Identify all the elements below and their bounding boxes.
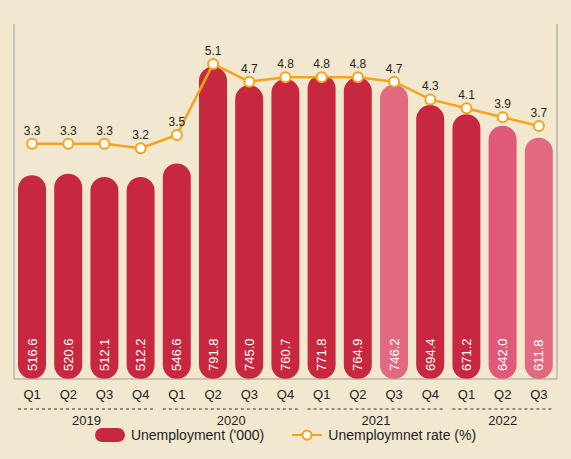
svg-text:Q3: Q3 [530, 387, 547, 402]
svg-text:Q1: Q1 [458, 387, 475, 402]
svg-text:Q3: Q3 [385, 387, 402, 402]
svg-text:642.0: 642.0 [495, 338, 510, 371]
svg-text:516.6: 516.6 [25, 338, 40, 371]
svg-text:5.1: 5.1 [205, 44, 222, 58]
svg-text:Q1: Q1 [23, 387, 40, 402]
html-text:Unemploymnet rate (%): Unemploymnet rate (%) [328, 427, 477, 443]
svg-text:4.1: 4.1 [458, 88, 475, 102]
svg-text:Q2: Q2 [204, 387, 221, 402]
svg-text:Q4: Q4 [422, 387, 439, 402]
svg-text:3.3: 3.3 [96, 124, 113, 138]
svg-text:Q1: Q1 [313, 387, 330, 402]
svg-text:520.6: 520.6 [61, 338, 76, 371]
svg-text:512.1: 512.1 [97, 338, 112, 371]
svg-text:4.3: 4.3 [422, 79, 439, 93]
svg-text:3.3: 3.3 [24, 124, 41, 138]
svg-text:4.8: 4.8 [350, 57, 367, 71]
svg-text:Q2: Q2 [60, 387, 77, 402]
svg-text:4.7: 4.7 [386, 62, 403, 76]
svg-text:3.5: 3.5 [169, 115, 186, 129]
svg-text:Q2: Q2 [494, 387, 511, 402]
svg-text:4.7: 4.7 [241, 62, 258, 76]
svg-text:745.0: 745.0 [242, 338, 257, 371]
svg-text:671.2: 671.2 [459, 338, 474, 371]
svg-text:3.3: 3.3 [60, 124, 77, 138]
svg-text:791.8: 791.8 [206, 338, 221, 371]
svg-text:4.8: 4.8 [277, 57, 294, 71]
svg-text:546.6: 546.6 [169, 338, 184, 371]
svg-text:512.2: 512.2 [133, 338, 148, 371]
svg-text:4.8: 4.8 [313, 57, 330, 71]
svg-text:2020: 2020 [217, 413, 246, 428]
svg-text:Q3: Q3 [96, 387, 113, 402]
svg-text:611.8: 611.8 [531, 339, 546, 371]
svg-text:3.7: 3.7 [531, 106, 548, 120]
svg-text:Q4: Q4 [277, 387, 294, 402]
svg-text:2019: 2019 [72, 413, 101, 428]
svg-text:Q2: Q2 [349, 387, 366, 402]
svg-text:Q4: Q4 [132, 387, 149, 402]
html-text:Unemployment ('000): Unemployment ('000) [130, 427, 265, 443]
svg-text:694.4: 694.4 [423, 338, 438, 371]
svg-text:771.8: 771.8 [314, 338, 329, 371]
svg-text:2021: 2021 [362, 413, 391, 428]
svg-text:2022: 2022 [488, 413, 517, 428]
svg-text:Q3: Q3 [241, 387, 258, 402]
svg-text:764.9: 764.9 [350, 338, 365, 371]
svg-text:746.2: 746.2 [387, 338, 402, 371]
svg-text:760.7: 760.7 [278, 338, 293, 371]
svg-text:3.9: 3.9 [494, 97, 511, 111]
svg-text:Q1: Q1 [168, 387, 185, 402]
svg-text:3.2: 3.2 [132, 128, 149, 142]
